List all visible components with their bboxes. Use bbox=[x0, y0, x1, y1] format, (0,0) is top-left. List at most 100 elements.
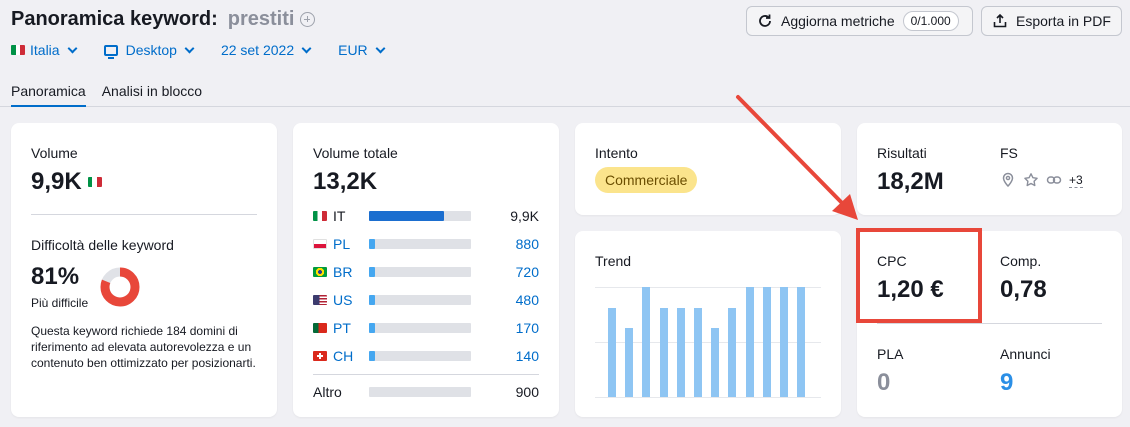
gridline bbox=[595, 287, 821, 288]
country-bar bbox=[369, 351, 471, 361]
country-bar-fill bbox=[369, 295, 376, 305]
device-filter-label: Desktop bbox=[125, 42, 177, 58]
country-row[interactable]: PL 880 bbox=[313, 234, 539, 254]
country-bar bbox=[369, 211, 471, 221]
title-row: Panoramica keyword: prestiti bbox=[11, 8, 316, 31]
trend-bar bbox=[745, 287, 754, 397]
country-code: US bbox=[333, 292, 353, 308]
country-value: 140 bbox=[515, 348, 539, 364]
kd-value: 81% bbox=[31, 263, 80, 290]
location-pin-icon bbox=[1002, 172, 1014, 188]
country-filter[interactable]: Italia bbox=[11, 42, 78, 58]
trend-bar bbox=[780, 287, 788, 397]
cpc-label: CPC bbox=[877, 253, 907, 269]
serp-features: +3 bbox=[1000, 172, 1083, 188]
divider bbox=[877, 323, 1102, 324]
ads-label: Annunci bbox=[1000, 346, 1051, 362]
filter-bar: Italia Desktop 22 set 2022 EUR bbox=[11, 42, 386, 59]
country-code: PT bbox=[333, 320, 351, 336]
export-pdf-button[interactable]: Esporta in PDF bbox=[981, 6, 1122, 36]
device-filter[interactable]: Desktop bbox=[103, 42, 195, 59]
competition-value: 0,78 bbox=[1000, 276, 1047, 303]
trend-bar bbox=[728, 307, 737, 397]
trend-bar bbox=[659, 307, 668, 397]
country-bar bbox=[369, 323, 471, 333]
tab-bar: Panoramica Analisi in blocco bbox=[11, 83, 202, 107]
results-value: 18,2M bbox=[877, 168, 944, 195]
divider bbox=[31, 214, 257, 215]
more-features-link[interactable]: +3 bbox=[1069, 172, 1083, 188]
country-filter-label: Italia bbox=[30, 42, 60, 58]
date-filter[interactable]: 22 set 2022 bbox=[220, 42, 312, 58]
volume-card: Volume 9,9K Difficoltà delle keyword 81%… bbox=[11, 123, 277, 417]
pla-value: 0 bbox=[877, 369, 891, 396]
currency-filter[interactable]: EUR bbox=[338, 42, 386, 58]
chevron-down-icon bbox=[375, 43, 386, 53]
country-bar-fill bbox=[369, 211, 445, 221]
poland-flag-icon bbox=[313, 239, 327, 249]
country-code: PL bbox=[333, 236, 351, 252]
export-pdf-label: Esporta in PDF bbox=[1016, 13, 1111, 29]
trend-bar bbox=[625, 327, 634, 397]
country-bar bbox=[369, 295, 471, 305]
page-title: Panoramica keyword: bbox=[11, 8, 218, 30]
divider bbox=[313, 374, 539, 375]
country-value: 480 bbox=[515, 292, 539, 308]
country-bar bbox=[369, 267, 471, 277]
country-value: 170 bbox=[515, 320, 539, 336]
country-row[interactable]: CH 140 bbox=[313, 346, 539, 366]
country-row[interactable]: US 480 bbox=[313, 290, 539, 310]
country-code: CH bbox=[333, 348, 354, 364]
export-icon bbox=[993, 13, 1007, 28]
italy-flag-icon bbox=[87, 177, 102, 187]
monitor-icon bbox=[103, 44, 118, 59]
refresh-icon bbox=[759, 14, 771, 27]
results-label: Risultati bbox=[877, 145, 927, 161]
gridline bbox=[595, 397, 821, 398]
other-value: 900 bbox=[515, 384, 539, 400]
country-bar bbox=[369, 239, 471, 249]
tab-analisi-in-blocco[interactable]: Analisi in blocco bbox=[101, 83, 203, 99]
refresh-metrics-button[interactable]: Aggiorna metriche 0/1.000 bbox=[746, 6, 973, 36]
country-value: 880 bbox=[515, 236, 539, 252]
refresh-metrics-label: Aggiorna metriche bbox=[781, 13, 895, 29]
italy-flag-icon bbox=[313, 211, 327, 221]
ads-value[interactable]: 9 bbox=[1000, 369, 1014, 396]
country-row[interactable]: PT 170 bbox=[313, 318, 539, 338]
chevron-down-icon bbox=[301, 43, 312, 53]
volume-value: 9,9K bbox=[31, 168, 82, 195]
date-filter-label: 22 set 2022 bbox=[220, 42, 295, 58]
global-volume-card: Volume totale 13,2K IT 9,9K PL 880 BR 72… bbox=[293, 123, 559, 417]
switzerland-flag-icon bbox=[313, 351, 327, 361]
portugal-flag-icon bbox=[313, 323, 327, 333]
gridline bbox=[595, 342, 821, 343]
kd-label: Difficoltà delle keyword bbox=[31, 237, 174, 253]
global-volume-value: 13,2K bbox=[313, 168, 378, 195]
cpc-value: 1,20 € bbox=[877, 276, 944, 303]
other-row: Altro 900 bbox=[313, 382, 539, 402]
currency-filter-label: EUR bbox=[338, 42, 368, 58]
star-icon bbox=[1024, 173, 1038, 187]
add-keyword-icon[interactable] bbox=[300, 12, 316, 27]
brazil-flag-icon bbox=[313, 267, 327, 277]
country-value: 720 bbox=[515, 264, 539, 280]
trend-label: Trend bbox=[595, 253, 632, 269]
trend-bar bbox=[711, 327, 720, 397]
country-code: BR bbox=[333, 264, 353, 280]
tab-panoramica[interactable]: Panoramica bbox=[11, 83, 86, 107]
intent-label: Intento bbox=[595, 145, 638, 161]
page-header: Panoramica keyword: prestiti Italia Desk… bbox=[0, 0, 1130, 107]
trend-bar bbox=[676, 307, 685, 397]
other-label: Altro bbox=[313, 384, 342, 400]
trend-bar bbox=[694, 307, 702, 397]
keyword-title: prestiti bbox=[227, 8, 295, 30]
other-bar bbox=[369, 387, 471, 397]
country-row[interactable]: IT 9,9K bbox=[313, 206, 539, 226]
italy-flag-icon bbox=[11, 45, 25, 55]
country-bar-fill bbox=[369, 239, 376, 249]
chevron-down-icon bbox=[67, 43, 78, 53]
volume-label: Volume bbox=[31, 145, 78, 161]
country-bar-fill bbox=[369, 323, 376, 333]
country-row[interactable]: BR 720 bbox=[313, 262, 539, 282]
kd-description: Questa keyword richiede 184 domini di ri… bbox=[31, 324, 256, 370]
